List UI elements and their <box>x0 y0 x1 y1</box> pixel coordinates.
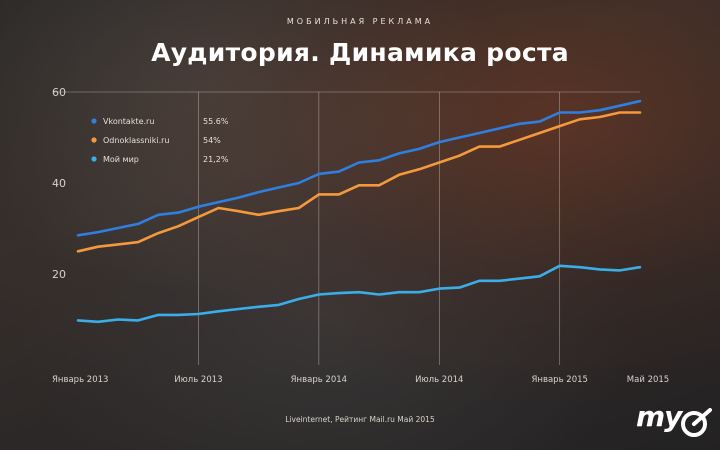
x-tick-label: Июль 2013 <box>174 375 222 385</box>
x-tick-label: Январь 2013 <box>52 375 108 385</box>
x-tick-label: Январь 2014 <box>291 375 347 385</box>
legend-marker-1 <box>91 118 97 124</box>
legend-label-2: Odnoklassniki.ru <box>103 136 169 145</box>
legend-value-1: 55.6% <box>203 117 229 126</box>
section-eyebrow: МОБИЛЬНАЯ РЕКЛАМА <box>286 17 434 26</box>
x-tick-label: Январь 2015 <box>532 375 588 385</box>
legend-label-1: Vkontakte.ru <box>103 117 154 126</box>
x-tick-label: Май 2015 <box>627 375 669 385</box>
x-tick-label: Июль 2014 <box>415 375 463 385</box>
legend-label-3: Мой мир <box>103 155 139 164</box>
target-icon <box>681 408 712 437</box>
series-line-2 <box>76 111 642 253</box>
page-title: Аудитория. Динамика роста <box>151 38 569 67</box>
series-line-1 <box>76 99 642 237</box>
legend-value-3: 21,2% <box>203 155 229 164</box>
legend-marker-2 <box>91 137 97 143</box>
y-tick-label: 20 <box>52 268 66 281</box>
legend-value-2: 54% <box>203 136 221 145</box>
series-line-3 <box>76 264 642 324</box>
legend-marker-3 <box>91 156 97 162</box>
my-target-logo: my <box>636 400 714 446</box>
source-caption: Liveinternet, Рейтинг Mail.ru Май 2015 <box>285 415 435 424</box>
y-tick-label: 60 <box>52 86 66 99</box>
logo-text: my <box>636 400 682 433</box>
y-tick-label: 40 <box>52 177 66 190</box>
